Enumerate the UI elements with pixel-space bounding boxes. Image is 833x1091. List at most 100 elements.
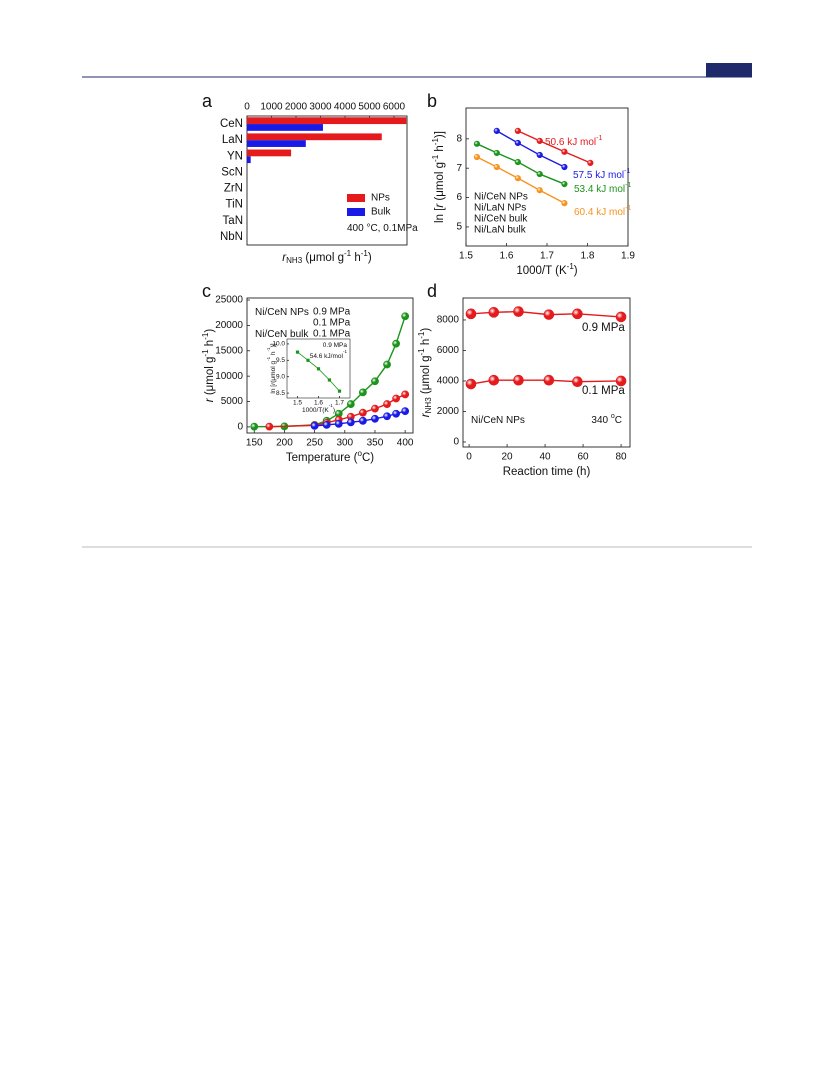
text-part: (μmol g	[420, 356, 432, 398]
text-part: )]	[434, 131, 446, 138]
text-part: 60.4 kJ mol	[574, 207, 625, 218]
y-tick-label: 10000	[215, 371, 243, 382]
legend-swatch	[347, 194, 365, 202]
category-label: ZrN	[224, 183, 243, 195]
text-part: -1	[431, 154, 440, 162]
text-part: )	[333, 407, 335, 414]
text-part: -1	[201, 332, 210, 340]
text-part: (μmol g	[302, 252, 344, 264]
text-part: (μmol g	[204, 357, 216, 399]
marker	[536, 151, 543, 159]
text-part: -1	[417, 348, 426, 356]
marker	[383, 412, 391, 421]
marker	[265, 422, 274, 431]
marker	[310, 421, 319, 430]
text-part: -1	[625, 182, 631, 189]
x-tick-label: 40	[540, 452, 552, 463]
marker	[334, 419, 343, 428]
marker	[543, 309, 555, 320]
marker	[392, 339, 400, 348]
panel-letter: c	[202, 281, 211, 301]
legend-label: NPs	[371, 193, 390, 204]
y-axis-label: r (μmol g-1 h-1)	[201, 329, 216, 403]
text-part: ln [	[270, 385, 277, 394]
bar	[247, 133, 382, 141]
marker	[572, 376, 583, 388]
annotation: 50.6 kJ mol-1	[545, 135, 602, 148]
annotation: 60.4 kJ mol-1	[574, 205, 631, 218]
y-tick-label: 2000	[437, 406, 460, 417]
annotation: 54.6 kJ/mol-1	[310, 349, 348, 360]
marker	[371, 377, 379, 386]
bar	[247, 117, 407, 125]
marker	[346, 400, 355, 408]
text-part: -1	[329, 403, 334, 408]
text-part: h	[204, 340, 216, 350]
text-part: NH3	[424, 397, 433, 414]
marker	[561, 200, 568, 207]
bar	[247, 156, 251, 164]
x-tick-label: 300	[336, 438, 353, 449]
x-tick-label: 1.5	[293, 400, 302, 407]
x-tick-label: 80	[616, 452, 628, 463]
x-tick-label: 6000	[383, 102, 406, 113]
marker	[358, 408, 367, 417]
marker	[371, 414, 379, 423]
text-part: Temperature (	[286, 452, 358, 464]
annotation: 0.9 MPa	[323, 342, 348, 349]
text-part: 1000/T (K	[516, 265, 567, 277]
legend-label: Bulk	[371, 207, 391, 218]
text-part: r	[420, 412, 432, 417]
marker	[473, 153, 481, 161]
legend-label: Ni/LaN bulk	[474, 225, 527, 236]
text-part: h	[351, 252, 361, 264]
category-label: LaN	[222, 134, 243, 146]
text-part: o	[611, 413, 615, 420]
text-part: h	[434, 145, 446, 155]
marker	[615, 375, 627, 387]
legend-label: 0.1 MPa	[313, 329, 351, 340]
marker	[561, 180, 568, 188]
y-tick-label: 9.0	[276, 373, 285, 380]
text-part: -1	[431, 138, 440, 146]
marker	[250, 422, 259, 431]
text-part: -1	[417, 331, 426, 339]
y-tick-label: 25000	[215, 295, 243, 306]
marker	[514, 127, 521, 135]
category-label: NbN	[220, 231, 243, 243]
x-tick-label: 3000	[309, 102, 332, 113]
text-part: C)	[362, 452, 374, 464]
y-tick-label: 9.5	[276, 357, 285, 364]
marker	[587, 159, 594, 167]
text-part: )]	[270, 343, 277, 347]
text-part: (μmol g	[270, 361, 277, 383]
legend-swatch	[347, 208, 365, 216]
x-tick-label: 60	[578, 452, 590, 463]
text-part: 53.4 kJ mol	[574, 184, 625, 195]
marker	[306, 358, 310, 362]
marker	[401, 407, 410, 416]
x-tick-label: 1.8	[581, 251, 595, 262]
legend-label: Ni/CeN bulk	[474, 214, 528, 225]
text-part: -1	[596, 135, 602, 142]
bar	[247, 149, 292, 157]
marker	[473, 140, 481, 147]
text-part: )	[420, 328, 432, 332]
marker	[572, 308, 583, 320]
x-axis-label: rNH3 (μmol g-1 h-1)	[282, 249, 372, 265]
marker	[493, 149, 500, 157]
text-part: ln [	[434, 207, 446, 223]
marker	[295, 350, 300, 354]
marker	[488, 307, 500, 318]
x-tick-label: 1.7	[540, 251, 554, 262]
text-part: 400 °C, 0.1MPa	[347, 223, 418, 234]
marker	[561, 148, 568, 155]
x-axis-label: Temperature (oC)	[286, 449, 374, 464]
text-part: r	[204, 397, 216, 402]
legend-label: 0.9 MPa	[582, 322, 625, 334]
x-tick-label: 2000	[285, 102, 308, 113]
text-part: )	[574, 265, 578, 277]
legend-label: Ni/CeN NPs	[474, 192, 528, 203]
y-axis-label: ln [r (μmol g-1 h-1)]	[431, 131, 446, 223]
